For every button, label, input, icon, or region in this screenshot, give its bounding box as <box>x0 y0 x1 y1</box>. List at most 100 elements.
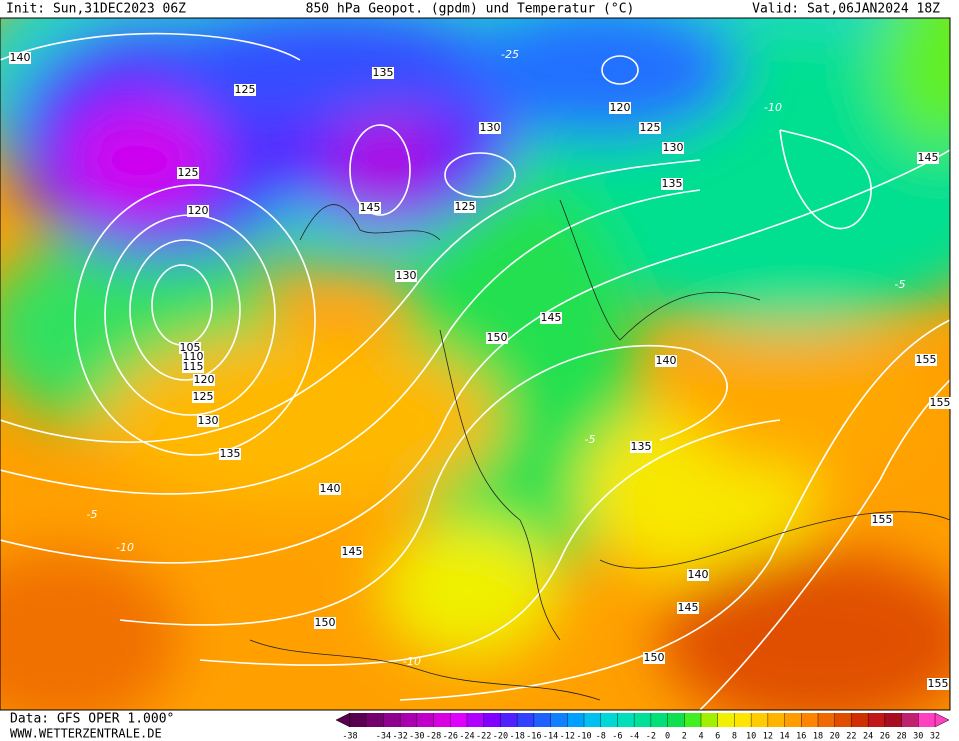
colorbar-swatch <box>717 713 735 727</box>
temperature-label: -10 <box>764 101 782 114</box>
colorbar-tick-label: 14 <box>779 732 789 741</box>
colorbar-tick-label: 32 <box>930 732 940 741</box>
colorbar-swatch <box>600 713 618 727</box>
geopotential-label: 125 <box>640 121 661 134</box>
coastlines <box>249 199 950 701</box>
temperature-label: -10 <box>116 541 134 554</box>
colorbar-swatch <box>767 713 785 727</box>
geopotential-label: 135 <box>662 177 683 190</box>
colorbar-swatch <box>801 713 819 727</box>
label-box <box>192 391 214 403</box>
colorbar: -38 -34 -32 -30 -28 -26 -24 -22 -20 -18 -16 -14 -12-… <box>335 712 950 741</box>
geopotential-label: 110 <box>183 350 204 363</box>
geopotential-label: 120 <box>194 373 215 386</box>
geopotential-label: 155 <box>916 353 937 366</box>
colorbar-tick-label: -14 <box>543 732 558 741</box>
label-box <box>630 441 652 453</box>
label-box <box>395 270 417 282</box>
label-box <box>182 351 204 363</box>
geopotential-label: 125 <box>193 390 214 403</box>
label-box <box>341 546 363 558</box>
colorbar-swatch <box>500 713 518 727</box>
colorbar-tick-label: 2 <box>682 732 687 741</box>
label-box <box>915 354 937 366</box>
colorbar-tick-label: -6 <box>612 732 622 741</box>
label-box <box>661 178 683 190</box>
colorbar-tick-label: -38 <box>342 732 357 741</box>
temperature-label: -10 <box>403 655 421 668</box>
geopotential-label: 140 <box>688 568 709 581</box>
colorbar-swatch <box>667 713 685 727</box>
colorbar-tick-label: 8 <box>732 732 737 741</box>
label-box <box>359 202 381 214</box>
geopotential-label: 115 <box>183 360 204 373</box>
geopotential-label: 150 <box>487 331 508 344</box>
geopotential-label: 150 <box>315 616 336 629</box>
geopotential-label: 155 <box>930 396 951 409</box>
colorbar-tick-label: 22 <box>846 732 856 741</box>
colorbar-swatch <box>834 713 852 727</box>
colorbar-tick-label: 30 <box>913 732 923 741</box>
geopotential-label: 130 <box>663 141 684 154</box>
geopotential-label: 105 <box>180 341 201 354</box>
label-box <box>193 374 215 386</box>
geopotential-label: 130 <box>198 414 219 427</box>
colorbar-swatch <box>433 713 451 727</box>
label-box <box>314 617 336 629</box>
colorbar-swatch <box>884 713 902 727</box>
colorbar-swatch <box>901 713 919 727</box>
geopotential-label: 120 <box>610 101 631 114</box>
geopotential-label: 135 <box>220 447 241 460</box>
valid-time: Valid: Sat,06JAN2024 18Z <box>752 2 940 17</box>
colorbar-swatch <box>483 713 501 727</box>
geopotential-contours <box>0 32 950 710</box>
colorbar-swatch <box>400 713 418 727</box>
colorbar-tick-label: -26 <box>443 732 458 741</box>
colorbar-swatch <box>650 713 668 727</box>
temperature-label: -5 <box>585 433 596 446</box>
map-title: 850 hPa Geopot. (gpdm) und Temperatur (°… <box>306 2 635 17</box>
label-box <box>540 312 562 324</box>
colorbar-tick-label: 26 <box>880 732 890 741</box>
geopotential-label: 125 <box>455 200 476 213</box>
colorbar-tick-label: -32 <box>392 732 407 741</box>
map-frame <box>0 17 951 711</box>
temperature-label: -5 <box>895 278 906 291</box>
colorbar-arrow-high <box>934 712 950 728</box>
label-box <box>655 355 677 367</box>
label-box <box>677 602 699 614</box>
colorbar-tick-label: -4 <box>629 732 639 741</box>
colorbar-tick-label: 24 <box>863 732 873 741</box>
label-box <box>871 514 893 526</box>
temperature-label: -5 <box>87 508 98 521</box>
label-box <box>234 84 256 96</box>
colorbar-swatch <box>734 713 752 727</box>
colorbar-swatch <box>350 713 368 727</box>
colorbar-tick-label: 12 <box>763 732 773 741</box>
geopotential-label: 140 <box>320 482 341 495</box>
colorbar-swatch <box>868 713 886 727</box>
geopotential-label: 145 <box>360 201 381 214</box>
colorbar-tick-label: 20 <box>830 732 840 741</box>
colorbar-swatch <box>634 713 652 727</box>
colorbar-swatch <box>416 713 434 727</box>
colorbar-tick-label: -24 <box>459 732 474 741</box>
label-box <box>319 483 341 495</box>
website: WWW.WETTERZENTRALE.DE <box>10 727 162 741</box>
geopotential-label: 145 <box>541 311 562 324</box>
colorbar-tick-label: -30 <box>409 732 424 741</box>
colorbar-tick-label: -16 <box>526 732 541 741</box>
colorbar-tick-label: 28 <box>896 732 906 741</box>
colorbar-swatch <box>533 713 551 727</box>
label-box <box>687 569 709 581</box>
colorbar-tick-label: -2 <box>646 732 656 741</box>
colorbar-swatch <box>567 713 585 727</box>
colorbar-swatch <box>784 713 802 727</box>
temperature-label: -25 <box>501 48 519 61</box>
colorbar-tick-label: 10 <box>746 732 756 741</box>
colorbar-swatch <box>918 713 936 727</box>
colorbar-swatch <box>366 713 384 727</box>
